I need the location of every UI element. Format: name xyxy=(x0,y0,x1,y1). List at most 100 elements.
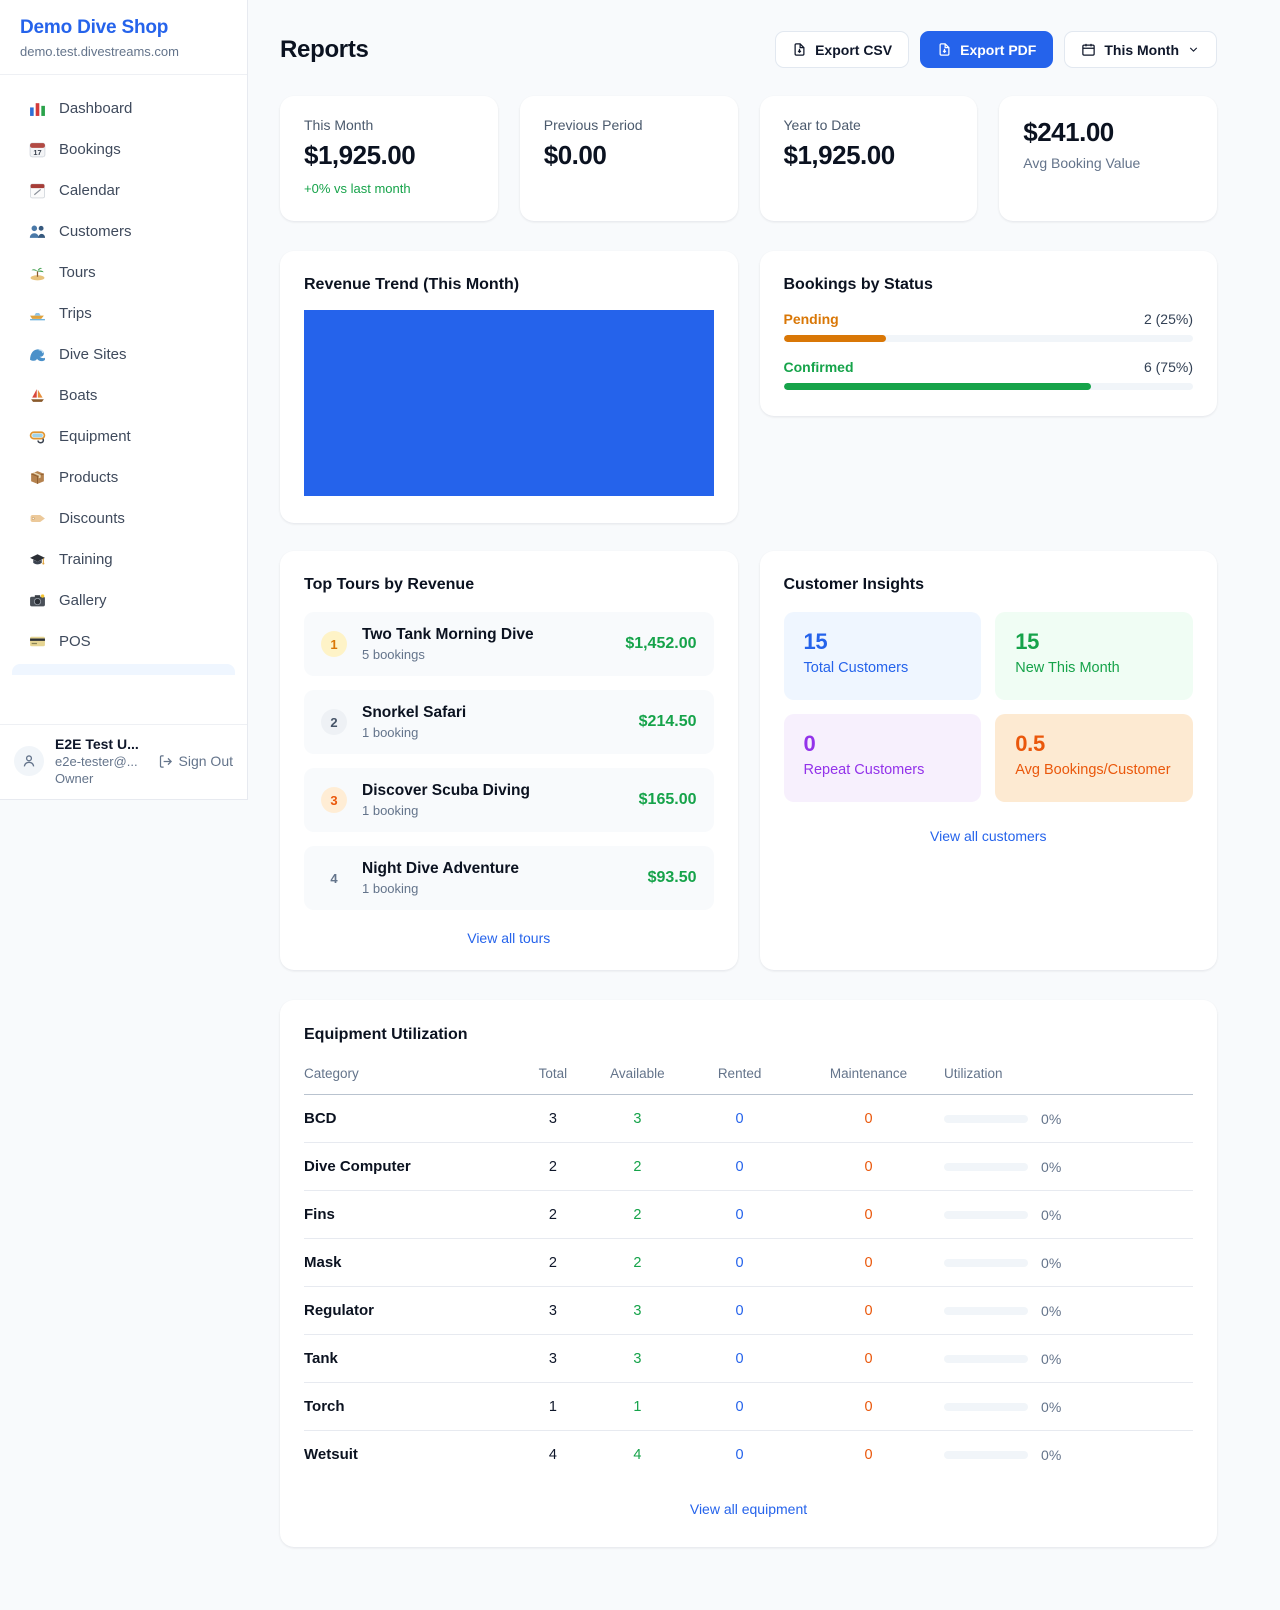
tile-value: 15 xyxy=(1015,629,1040,654)
tour-name: Night Dive Adventure xyxy=(362,860,520,877)
utilization-percent: 0% xyxy=(1041,1398,1062,1415)
sidebar-item-label: Tours xyxy=(59,263,96,281)
table-row: Torch 1 1 0 0 0% xyxy=(304,1382,1193,1431)
utilization-bar-track xyxy=(944,1114,1029,1123)
cell-rented: 0 xyxy=(686,1286,793,1335)
tour-bookings: 1 booking xyxy=(362,725,419,740)
tour-revenue: $214.50 xyxy=(638,713,697,730)
status-row-pending: Pending 2 (25%) xyxy=(783,311,1193,342)
file-download-icon xyxy=(794,43,805,56)
user-email: e2e-tester@... xyxy=(55,754,138,769)
sidebar-item-discounts[interactable]: Discounts xyxy=(12,500,235,536)
tour-row: 3 Discover Scuba Diving 1 booking $165.0… xyxy=(304,768,714,832)
cell-total: 2 xyxy=(517,1238,589,1287)
tear-off-calendar-icon xyxy=(28,181,46,199)
insight-tiles: 15 Total Customers 15 New This Month 0 R… xyxy=(783,612,1193,802)
sidebar-item-dive-sites[interactable]: Dive Sites xyxy=(12,336,235,372)
page-title: Reports xyxy=(280,35,369,63)
status-label: Confirmed xyxy=(783,359,854,375)
sidebar-item-label: Dashboard xyxy=(59,99,133,117)
view-all-customers-link[interactable]: View all customers xyxy=(930,828,1047,844)
period-label: This Month xyxy=(1104,41,1179,58)
table-row: Mask 2 2 0 0 0% xyxy=(304,1238,1193,1287)
col-utilization: Utilization xyxy=(944,1056,1193,1095)
cell-total: 2 xyxy=(517,1190,589,1239)
sidebar-nav: Dashboard 17 Bookings Calendar Customers… xyxy=(0,75,247,675)
cell-utilization: 0% xyxy=(944,1431,1193,1479)
cell-maintenance: 0 xyxy=(792,1238,945,1287)
utilization-bar-track xyxy=(944,1258,1029,1267)
sidebar-item-label: Discounts xyxy=(59,509,125,527)
tile-label: Avg Bookings/Customer xyxy=(1015,762,1171,778)
second-row: Top Tours by Revenue 1 Two Tank Morning … xyxy=(280,551,1217,970)
cell-total: 3 xyxy=(517,1094,589,1143)
tile-avg-bookings-customer: 0.5 Avg Bookings/Customer xyxy=(995,714,1193,802)
sign-out-button[interactable]: Sign Out xyxy=(158,753,233,769)
cell-utilization: 0% xyxy=(944,1382,1193,1431)
graduation-cap-icon xyxy=(28,550,46,568)
sidebar-item-bookings[interactable]: 17 Bookings xyxy=(12,131,235,167)
tour-bookings: 1 booking xyxy=(362,803,419,818)
utilization-bar-track xyxy=(944,1450,1029,1459)
cell-available: 3 xyxy=(588,1334,687,1383)
credit-card-icon xyxy=(28,632,46,650)
sidebar-item-trips[interactable]: Trips xyxy=(12,295,235,331)
sidebar-item-gallery[interactable]: Gallery xyxy=(12,582,235,618)
charts-row: Revenue Trend (This Month) Bookings by S… xyxy=(280,251,1217,523)
period-dropdown[interactable]: This Month xyxy=(1064,31,1217,68)
sidebar-item-label: Gallery xyxy=(59,591,107,609)
logout-icon xyxy=(159,754,172,768)
status-row-confirmed: Confirmed 6 (75%) xyxy=(783,359,1193,390)
equipment-utilization-card: Equipment Utilization Category Total Ava… xyxy=(280,1000,1217,1547)
tile-total-customers: 15 Total Customers xyxy=(783,612,982,700)
sidebar-item-pos[interactable]: POS xyxy=(12,623,235,659)
sidebar-item-training[interactable]: Training xyxy=(12,541,235,577)
view-all-equipment-link[interactable]: View all equipment xyxy=(689,1500,808,1517)
tour-revenue: $1,452.00 xyxy=(625,635,697,652)
cell-total: 2 xyxy=(517,1142,589,1191)
customer-insights-title: Customer Insights xyxy=(783,576,924,593)
tag-icon xyxy=(28,509,46,527)
export-pdf-button[interactable]: Export PDF xyxy=(920,31,1054,68)
status-bar-track xyxy=(783,383,1193,390)
utilization-percent: 0% xyxy=(1041,1158,1062,1175)
sidebar-item-tours[interactable]: Tours xyxy=(12,254,235,290)
sidebar-item-calendar[interactable]: Calendar xyxy=(12,172,235,208)
bookings-by-status-title: Bookings by Status xyxy=(783,276,933,293)
svg-text:17: 17 xyxy=(33,147,41,156)
stats-grid: This Month $1,925.00 +0% vs last month P… xyxy=(280,96,1217,221)
table-row: Wetsuit 4 4 0 0 0% xyxy=(304,1431,1193,1479)
export-csv-button[interactable]: Export CSV xyxy=(775,31,910,68)
sidebar-item-label: POS xyxy=(59,632,91,650)
table-row: Dive Computer 2 2 0 0 0% xyxy=(304,1142,1193,1191)
utilization-bar-track xyxy=(944,1210,1029,1219)
sidebar: Demo Dive Shop demo.test.divestreams.com… xyxy=(0,0,248,800)
sidebar-item-dashboard[interactable]: Dashboard xyxy=(12,90,235,126)
cell-category: Torch xyxy=(304,1382,518,1431)
status-label: Pending xyxy=(783,311,839,327)
cell-maintenance: 0 xyxy=(864,1446,873,1463)
cell-category: BCD xyxy=(304,1094,518,1143)
cell-available: 2 xyxy=(588,1190,687,1239)
view-all-tours-link[interactable]: View all tours xyxy=(467,930,551,946)
sidebar-item-reports-active-partial[interactable] xyxy=(12,664,235,675)
cell-rented: 0 xyxy=(686,1190,793,1239)
cell-maintenance: 0 xyxy=(792,1286,945,1335)
utilization-percent: 0% xyxy=(1041,1350,1062,1367)
stat-card-this-month: This Month $1,925.00 +0% vs last month xyxy=(280,96,498,221)
user-role: Owner xyxy=(55,771,94,786)
utilization-bar-track xyxy=(944,1306,1029,1315)
speedboat-icon xyxy=(28,304,46,322)
tour-name: Two Tank Morning Dive xyxy=(362,626,534,643)
user-name: E2E Test U... xyxy=(55,736,139,752)
sidebar-item-products[interactable]: Products xyxy=(12,459,235,495)
sidebar-item-boats[interactable]: Boats xyxy=(12,377,235,413)
sidebar-item-label: Products xyxy=(59,468,119,486)
col-maintenance: Maintenance xyxy=(792,1056,945,1095)
dive-mask-icon xyxy=(28,427,46,445)
sidebar-item-customers[interactable]: Customers xyxy=(12,213,235,249)
sidebar-item-equipment[interactable]: Equipment xyxy=(12,418,235,454)
cell-maintenance: 0 xyxy=(792,1382,945,1431)
cell-rented: 0 xyxy=(686,1094,793,1143)
col-available: Available xyxy=(588,1056,687,1095)
